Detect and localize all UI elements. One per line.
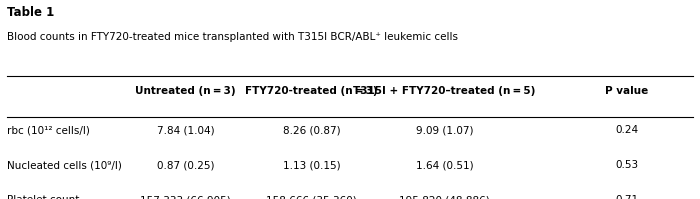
Text: Table 1: Table 1 bbox=[7, 6, 55, 19]
Text: FTY720-treated (n = 3): FTY720-treated (n = 3) bbox=[245, 86, 378, 96]
Text: 0.53: 0.53 bbox=[615, 160, 638, 170]
Text: 0.71: 0.71 bbox=[615, 195, 638, 199]
Text: Blood counts in FTY720-treated mice transplanted with T315I BCR/ABL⁺ leukemic ce: Blood counts in FTY720-treated mice tran… bbox=[7, 32, 458, 42]
Text: 158,666 (35,360): 158,666 (35,360) bbox=[266, 195, 357, 199]
Text: 1.64 (0.51): 1.64 (0.51) bbox=[416, 160, 473, 170]
Text: 7.84 (1.04): 7.84 (1.04) bbox=[157, 125, 214, 135]
Text: Platelet count: Platelet count bbox=[7, 195, 79, 199]
Text: 8.26 (0.87): 8.26 (0.87) bbox=[283, 125, 340, 135]
Text: 0.24: 0.24 bbox=[615, 125, 638, 135]
Text: 1.13 (0.15): 1.13 (0.15) bbox=[283, 160, 340, 170]
Text: P value: P value bbox=[605, 86, 648, 96]
Text: 0.87 (0.25): 0.87 (0.25) bbox=[157, 160, 214, 170]
Text: rbc (10¹² cells/l): rbc (10¹² cells/l) bbox=[7, 125, 90, 135]
Text: Untreated (n = 3): Untreated (n = 3) bbox=[135, 86, 236, 96]
Text: 157,333 (66,905): 157,333 (66,905) bbox=[140, 195, 231, 199]
Text: 9.09 (1.07): 9.09 (1.07) bbox=[416, 125, 473, 135]
Text: 195,820 (48,886): 195,820 (48,886) bbox=[399, 195, 490, 199]
Text: T315I + FTY720–treated (n = 5): T315I + FTY720–treated (n = 5) bbox=[354, 86, 536, 96]
Text: Nucleated cells (10⁹/l): Nucleated cells (10⁹/l) bbox=[7, 160, 122, 170]
